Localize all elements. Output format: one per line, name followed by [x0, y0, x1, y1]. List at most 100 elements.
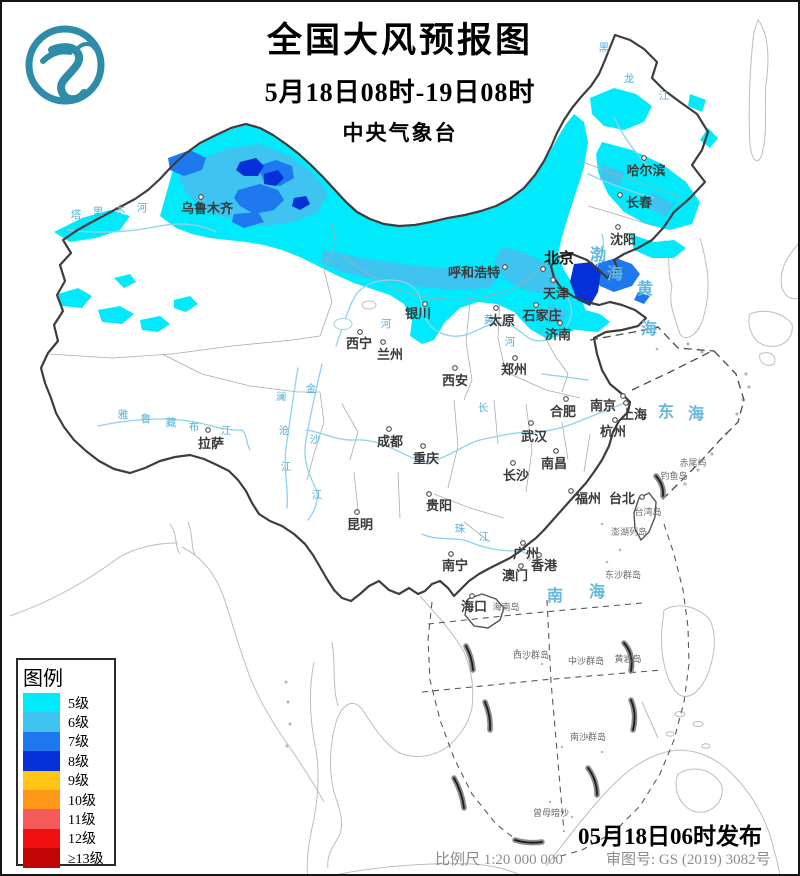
- wind5-ne-a: [590, 88, 652, 130]
- city-dot: [493, 305, 499, 311]
- river-label: 金: [306, 382, 317, 395]
- city-dot: [452, 365, 458, 371]
- city-label: 合肥: [550, 404, 576, 419]
- river-label: 江: [312, 489, 323, 501]
- city-dot: [357, 329, 363, 335]
- legend-box: 图例 5级 6级 7级 8级 9级 10级 11级 12级 ≥13级: [16, 658, 116, 868]
- island-label: 台湾岛: [634, 506, 661, 517]
- legend-label: 7级: [68, 735, 89, 751]
- river-label: 河: [137, 202, 148, 214]
- wind5-ne-b: [596, 142, 700, 230]
- shikoku-coast: [759, 352, 776, 366]
- river-label: 雅: [118, 408, 129, 421]
- city-dot: [533, 302, 539, 308]
- legend-item: 8级: [23, 751, 114, 771]
- city-label: 杭州: [600, 424, 626, 439]
- city-label: 乌鲁木齐: [181, 201, 234, 216]
- kyushu-coast: [748, 310, 793, 347]
- legend-swatch: [23, 789, 60, 810]
- city-label: 太原: [488, 313, 515, 328]
- approval-number: 审图号: GS (2019) 3082号: [606, 852, 771, 868]
- wind5-w2: [58, 288, 92, 308]
- city-dot: [641, 155, 647, 161]
- city-dot: [502, 264, 508, 270]
- korea-coast: [663, 237, 709, 338]
- legend-swatch: [23, 693, 60, 713]
- legend-item: ≥13级: [23, 848, 114, 868]
- province-borders: [49, 159, 683, 543]
- city-label: 长春: [626, 195, 653, 210]
- honshu-coast: [780, 243, 798, 300]
- cma-logo: [25, 25, 105, 105]
- river-label: 江: [479, 531, 490, 543]
- legend-item: 6级: [23, 712, 114, 732]
- wind6-xinjiang: [178, 144, 328, 226]
- river-labels: 黑龙江塔里木河雅鲁藏布江金沙江澜沧江河 黄河长珠江: [71, 42, 670, 543]
- city-dot: [540, 266, 546, 272]
- city-label: 广州: [513, 546, 539, 561]
- release-time: 05月18日06时发布: [578, 824, 762, 849]
- city-label: 石家庄: [521, 308, 561, 323]
- legend-label: ≥13级: [68, 851, 104, 867]
- logo-dragon-head-icon: [40, 48, 73, 64]
- wind5-bohai-coast: [546, 300, 610, 332]
- wind7-d: [232, 212, 264, 228]
- city-dot: [422, 301, 428, 307]
- sea-label: 东: [658, 402, 674, 421]
- city-label: 重庆: [413, 451, 439, 466]
- river-label: 藏: [166, 417, 177, 429]
- river-label: 布: [189, 421, 200, 433]
- river-label: 珠: [455, 522, 466, 535]
- river-label: 河: [505, 336, 516, 348]
- wind5-w4: [140, 316, 170, 332]
- wind7-a: [168, 150, 206, 176]
- legend-item: 7级: [23, 731, 114, 752]
- wind6-north-china: [494, 246, 560, 294]
- city-label: 福州: [574, 491, 601, 506]
- map-scale: 比例尺 1:20 000 000: [435, 852, 563, 868]
- legend-swatch: [23, 770, 60, 790]
- bay-of-bengal-coast: [181, 546, 325, 803]
- city-label: 天津: [543, 286, 569, 301]
- city-dot: [518, 563, 524, 569]
- taiwan-island: [633, 492, 657, 542]
- city-dot: [512, 355, 518, 361]
- city-label: 呼和浩特: [448, 265, 500, 280]
- island-label: 黄岩岛: [614, 653, 641, 664]
- river-label: 里: [93, 206, 104, 218]
- borneo-coast: [545, 749, 781, 874]
- city-dot: [380, 339, 386, 345]
- city-label: 台北: [609, 491, 635, 506]
- legend-swatch: [23, 848, 60, 868]
- city-dot: [198, 194, 204, 200]
- wind8-c: [292, 196, 310, 210]
- city-label: 昆明: [347, 517, 373, 532]
- city-dot: [553, 448, 559, 454]
- city-label: 贵阳: [426, 498, 452, 513]
- city-label: 南京: [590, 398, 616, 413]
- city-dot: [612, 417, 618, 423]
- legend-label: 9级: [68, 774, 89, 790]
- wind8-a: [236, 158, 264, 176]
- sumatra-coast: [337, 863, 520, 874]
- city-dot: [563, 396, 569, 402]
- malay-coast: [306, 661, 319, 874]
- wind7-b: [234, 184, 284, 214]
- city-label: 沈阳: [610, 232, 636, 247]
- city-dot: [528, 420, 534, 426]
- city-label: 哈尔滨: [626, 163, 665, 178]
- city-dot: [550, 277, 556, 283]
- sea-label: 渤: [590, 245, 606, 264]
- logo-dragon-icon: [48, 43, 88, 104]
- legend-item: 5级: [23, 693, 114, 713]
- legend-swatch: [23, 809, 60, 829]
- island-label: 西沙群岛: [513, 649, 549, 660]
- wind6-strip: [320, 250, 500, 290]
- sea-label: 海: [589, 582, 605, 601]
- ganges-delta: [169, 521, 197, 557]
- city-label: 兰州: [377, 347, 403, 362]
- city-label: 长沙: [503, 468, 529, 483]
